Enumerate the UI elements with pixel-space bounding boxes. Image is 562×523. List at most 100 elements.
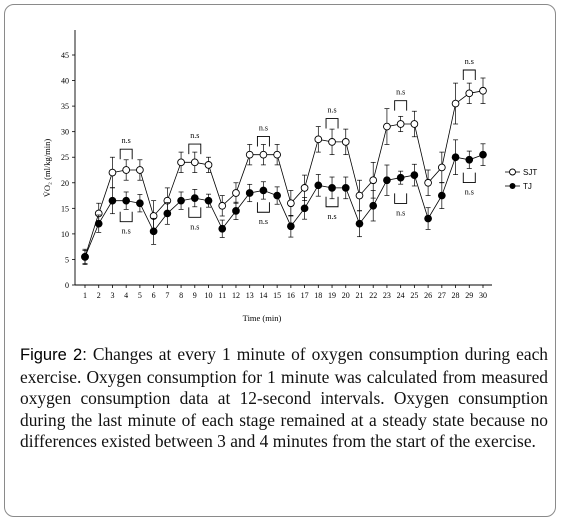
significance-bracket-bottom [325, 196, 339, 208]
significance-bracket-bottom [462, 172, 476, 184]
data-point-tj [81, 253, 89, 261]
ns-label-top: n.s [327, 106, 336, 115]
data-point-tj [177, 196, 185, 205]
y-tick-label: 10 [61, 230, 69, 239]
data-point-tj [479, 150, 487, 159]
x-tick-label: 28 [452, 291, 460, 300]
y-tick-label: 25 [61, 153, 69, 162]
x-tick-label: 2 [97, 291, 101, 300]
significance-bracket-top [256, 135, 270, 147]
data-point-tj [136, 199, 144, 208]
data-point-tj [314, 181, 323, 190]
x-tick-label: 7 [165, 291, 169, 300]
ns-label-bottom: n.s [122, 227, 131, 236]
data-point-sjt [245, 150, 254, 159]
x-tick-label: 29 [465, 291, 473, 300]
significance-bracket-bottom [188, 207, 202, 218]
data-point-tj [341, 184, 350, 192]
significance-bracket-bottom [256, 202, 270, 213]
y-tick-label: 0 [65, 281, 69, 290]
figure-frame [4, 4, 556, 517]
legend-sjt-label: SJT [523, 168, 537, 177]
data-point-tj [163, 209, 172, 218]
x-tick-label: 5 [138, 291, 142, 300]
data-point-tj [232, 207, 240, 215]
data-point-sjt [177, 158, 185, 167]
x-tick-label: 13 [246, 291, 254, 300]
significance-bracket-top [119, 148, 133, 160]
ns-label-bottom: n.s [396, 208, 405, 217]
x-tick-label: 12 [232, 291, 240, 300]
data-point-tj [245, 189, 254, 197]
ns-label-top: n.s [465, 57, 474, 66]
legend-sjt-marker [509, 168, 516, 176]
data-point-sjt [204, 161, 213, 169]
x-tick-label: 22 [369, 291, 377, 300]
data-point-sjt [232, 189, 240, 197]
x-tick-label: 20 [342, 291, 350, 300]
data-point-tj [369, 201, 378, 210]
x-axis-label: Time (min) [243, 313, 282, 323]
data-point-sjt [300, 184, 309, 192]
caption-lead: Figure 2: [20, 346, 87, 364]
data-point-tj [108, 196, 117, 205]
data-point-sjt [341, 138, 350, 146]
data-point-tj [273, 191, 281, 200]
x-tick-label: 8 [179, 291, 183, 300]
data-point-sjt [383, 122, 391, 131]
x-tick-label: 10 [205, 291, 213, 300]
data-point-tj [122, 196, 131, 205]
y-tick-label: 20 [61, 179, 69, 188]
data-point-sjt [451, 99, 460, 108]
y-tick-label: 35 [61, 102, 69, 111]
data-point-sjt [218, 201, 227, 210]
ns-label-top: n.s [259, 123, 268, 132]
x-tick-label: 1 [83, 291, 87, 300]
data-point-sjt [369, 176, 378, 185]
ns-label-top: n.s [122, 136, 131, 145]
significance-bracket-top [462, 69, 476, 80]
data-point-tj [259, 186, 268, 195]
ns-label-top: n.s [396, 88, 405, 97]
data-point-tj [94, 219, 103, 228]
x-tick-label: 23 [383, 291, 391, 300]
data-point-tj [465, 155, 474, 164]
data-point-tj [451, 153, 460, 162]
data-point-sjt [328, 138, 336, 146]
ns-label-bottom: n.s [190, 222, 199, 231]
data-point-sjt [437, 163, 446, 172]
x-tick-label: 11 [218, 291, 226, 300]
data-point-sjt [410, 120, 419, 128]
data-point-tj [190, 194, 199, 202]
data-point-tj [287, 222, 295, 231]
legend-tj-marker [509, 183, 516, 189]
y-axis-label: V̇O₂ (ml/kg/min) [42, 139, 52, 198]
data-point-tj [410, 171, 419, 179]
x-tick-label: 15 [273, 291, 281, 300]
x-tick-label: 21 [355, 291, 363, 300]
x-tick-label: 14 [259, 291, 267, 300]
y-tick-label: 5 [65, 255, 69, 264]
y-tick-label: 15 [61, 204, 69, 213]
data-point-tj [328, 184, 336, 192]
data-point-sjt [355, 191, 364, 200]
legend: SJT TJ [505, 168, 537, 191]
data-point-sjt [479, 86, 487, 95]
data-point-sjt [136, 166, 144, 174]
x-tick-label: 24 [397, 291, 405, 300]
ns-label-top: n.s [190, 131, 199, 140]
data-point-sjt [424, 178, 432, 187]
significance-bracket-top [394, 100, 408, 111]
y-tick-label: 30 [61, 128, 69, 137]
x-tick-label: 4 [124, 291, 128, 300]
x-tick-label: 26 [424, 291, 432, 300]
ns-label-bottom: n.s [327, 212, 336, 221]
y-tick-label: 40 [61, 77, 69, 86]
data-point-tj [218, 224, 227, 233]
ns-label-bottom: n.s [465, 188, 474, 197]
significance-bracket-top [188, 143, 202, 155]
data-point-sjt [396, 120, 405, 128]
data-point-tj [300, 204, 309, 213]
figure-caption: Figure 2: Changes at every 1 minute of o… [20, 344, 548, 453]
data-point-tj [149, 227, 158, 236]
